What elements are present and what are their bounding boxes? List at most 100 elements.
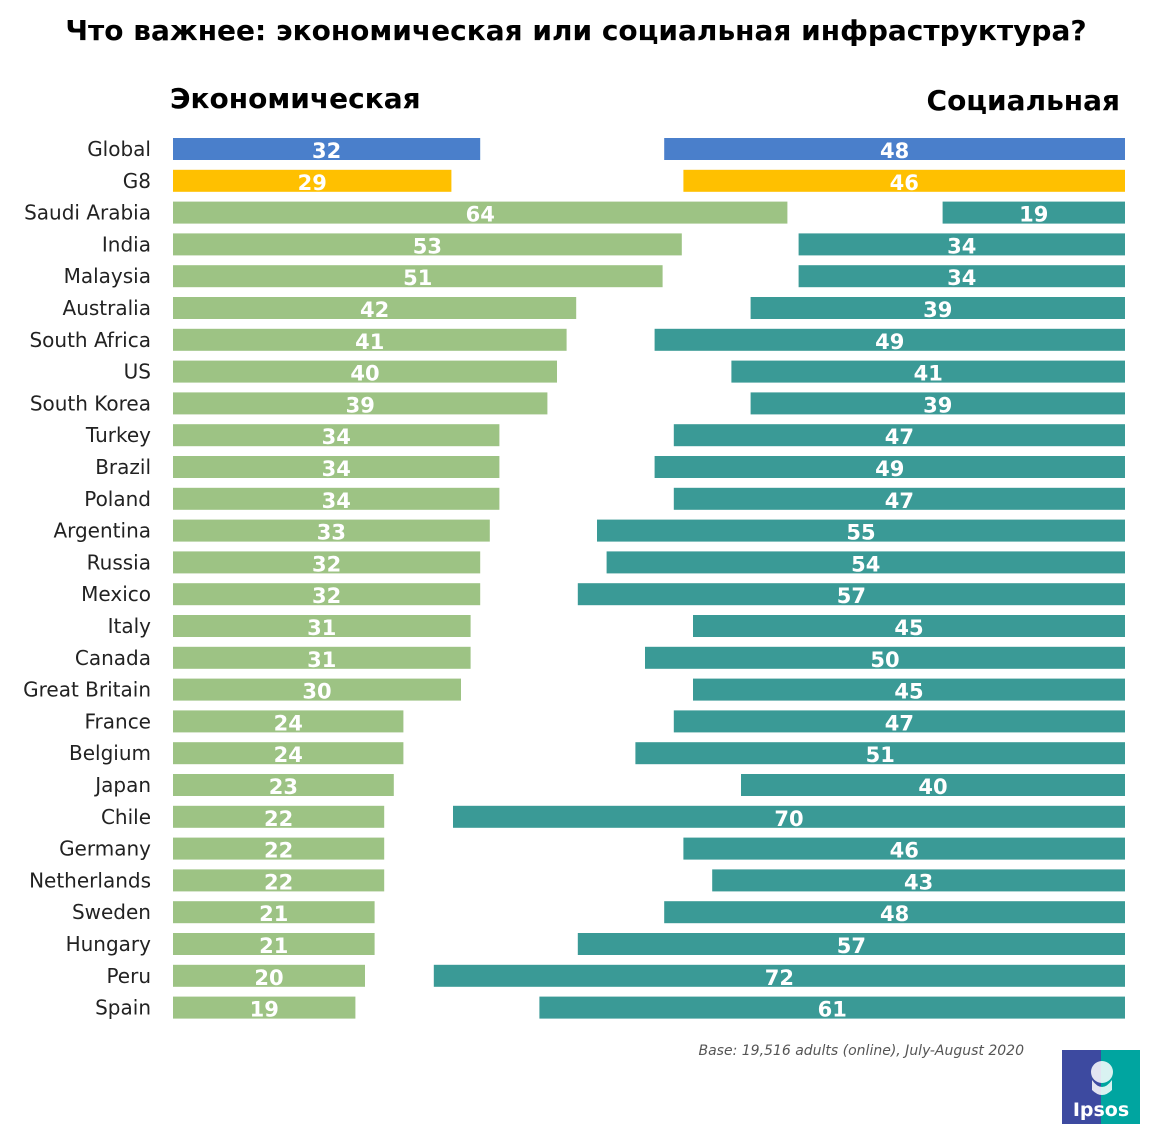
value-label-economic-belgium: 24 xyxy=(274,743,303,767)
category-label-malaysia: Malaysia xyxy=(64,264,151,288)
bar-economic-south-korea xyxy=(173,392,548,415)
category-label-us: US xyxy=(124,360,151,384)
bar-economic-malaysia xyxy=(173,265,663,288)
bar-economic-peru xyxy=(173,964,365,987)
category-label-spain: Spain xyxy=(95,996,151,1020)
category-label-global: Global xyxy=(87,137,151,161)
value-label-social-saudi-arabia: 19 xyxy=(1019,203,1048,227)
bar-economic-south-africa xyxy=(173,328,567,351)
value-label-social-brazil: 49 xyxy=(875,457,904,481)
value-label-economic-south-africa: 41 xyxy=(355,330,384,354)
value-label-economic-india: 53 xyxy=(413,234,442,258)
bar-social-japan xyxy=(741,774,1125,796)
value-label-social-france: 47 xyxy=(885,711,914,735)
value-label-economic-saudi-arabia: 64 xyxy=(466,203,495,227)
value-label-social-hungary: 57 xyxy=(837,934,866,958)
bar-social-south-africa xyxy=(654,328,1125,351)
bar-economic-germany xyxy=(173,837,385,860)
value-label-social-japan: 40 xyxy=(918,775,947,799)
bar-economic-italy xyxy=(173,615,471,637)
bar-social-poland xyxy=(673,487,1125,510)
category-label-japan: Japan xyxy=(93,773,151,797)
category-label-brazil: Brazil xyxy=(95,455,151,479)
bar-social-belgium xyxy=(635,742,1125,765)
bar-economic-spain xyxy=(173,996,356,1019)
bar-social-g8 xyxy=(683,169,1125,192)
bar-social-global xyxy=(664,138,1125,160)
chart-title: Что важнее: экономическая или социальная… xyxy=(65,14,1087,47)
value-label-economic-germany: 22 xyxy=(264,839,293,863)
bar-chart: Global 32 48 G8 29 46 Saudi Arabia 64 19 India 53 3… xyxy=(23,137,1125,1022)
value-label-economic-russia: 32 xyxy=(312,552,341,576)
category-label-hungary: Hungary xyxy=(66,932,152,956)
value-label-economic-japan: 23 xyxy=(269,775,298,799)
value-label-social-south-africa: 49 xyxy=(875,330,904,354)
bar-social-france xyxy=(673,710,1125,733)
category-label-sweden: Sweden xyxy=(72,900,151,924)
category-label-south-africa: South Africa xyxy=(29,328,151,352)
category-label-peru: Peru xyxy=(106,964,151,988)
bar-economic-canada xyxy=(173,646,471,669)
value-label-economic-argentina: 33 xyxy=(317,521,346,545)
value-label-economic-g8: 29 xyxy=(298,171,327,195)
value-label-economic-turkey: 34 xyxy=(322,425,351,449)
value-label-social-us: 41 xyxy=(914,362,943,386)
category-label-chile: Chile xyxy=(101,805,151,829)
category-label-france: France xyxy=(84,709,151,733)
bar-social-australia xyxy=(750,297,1125,319)
bar-economic-global xyxy=(173,138,481,160)
bar-economic-g8 xyxy=(173,169,452,192)
value-label-social-spain: 61 xyxy=(818,998,847,1022)
bar-social-us xyxy=(731,360,1125,383)
bar-social-netherlands xyxy=(712,869,1125,892)
left-series-header: Экономическая xyxy=(170,82,421,115)
bar-social-sweden xyxy=(664,901,1125,924)
category-label-saudi-arabia: Saudi Arabia xyxy=(24,201,151,225)
value-label-economic-brazil: 34 xyxy=(322,457,351,481)
value-label-economic-great-britain: 30 xyxy=(302,680,331,704)
bar-social-turkey xyxy=(673,424,1125,447)
ipsos-logo-text: Ipsos xyxy=(1073,1099,1129,1121)
category-label-italy: Italy xyxy=(108,614,152,638)
value-label-social-belgium: 51 xyxy=(866,743,895,767)
value-label-social-netherlands: 43 xyxy=(904,870,933,894)
value-label-social-chile: 70 xyxy=(774,807,803,831)
value-label-economic-us: 40 xyxy=(350,362,379,386)
category-label-netherlands: Netherlands xyxy=(29,868,151,892)
bar-social-south-korea xyxy=(750,392,1125,415)
value-label-economic-hungary: 21 xyxy=(259,934,288,958)
bar-economic-argentina xyxy=(173,519,490,542)
right-series-header: Социальная xyxy=(926,84,1120,117)
value-label-social-sweden: 48 xyxy=(880,902,909,926)
value-label-economic-netherlands: 22 xyxy=(264,870,293,894)
category-label-south-korea: South Korea xyxy=(30,391,151,415)
bar-economic-turkey xyxy=(173,424,500,447)
value-label-social-global: 48 xyxy=(880,139,909,163)
bar-social-hungary xyxy=(577,933,1125,955)
bar-economic-hungary xyxy=(173,933,375,955)
bar-social-brazil xyxy=(654,456,1125,478)
value-label-social-argentina: 55 xyxy=(846,521,875,545)
category-label-poland: Poland xyxy=(84,487,151,511)
bar-social-russia xyxy=(606,551,1125,574)
category-label-turkey: Turkey xyxy=(85,423,151,447)
bar-social-italy xyxy=(693,615,1125,637)
value-label-social-turkey: 47 xyxy=(885,425,914,449)
category-label-argentina: Argentina xyxy=(53,519,151,543)
value-label-social-great-britain: 45 xyxy=(894,680,923,704)
value-label-social-italy: 45 xyxy=(894,616,923,640)
value-label-social-south-korea: 39 xyxy=(923,393,952,417)
value-label-social-india: 34 xyxy=(947,234,976,258)
value-label-economic-poland: 34 xyxy=(322,489,351,513)
ipsos-logo-icon: Ipsos xyxy=(1062,1050,1140,1124)
category-label-g8: G8 xyxy=(123,169,151,193)
bar-economic-saudi-arabia xyxy=(173,201,788,224)
value-label-social-peru: 72 xyxy=(765,966,794,990)
value-label-economic-italy: 31 xyxy=(307,616,336,640)
bar-social-great-britain xyxy=(693,678,1125,701)
value-label-social-poland: 47 xyxy=(885,489,914,513)
value-label-economic-peru: 20 xyxy=(254,966,283,990)
value-label-social-canada: 50 xyxy=(870,648,899,672)
value-label-economic-mexico: 32 xyxy=(312,584,341,608)
bar-economic-us xyxy=(173,360,557,383)
